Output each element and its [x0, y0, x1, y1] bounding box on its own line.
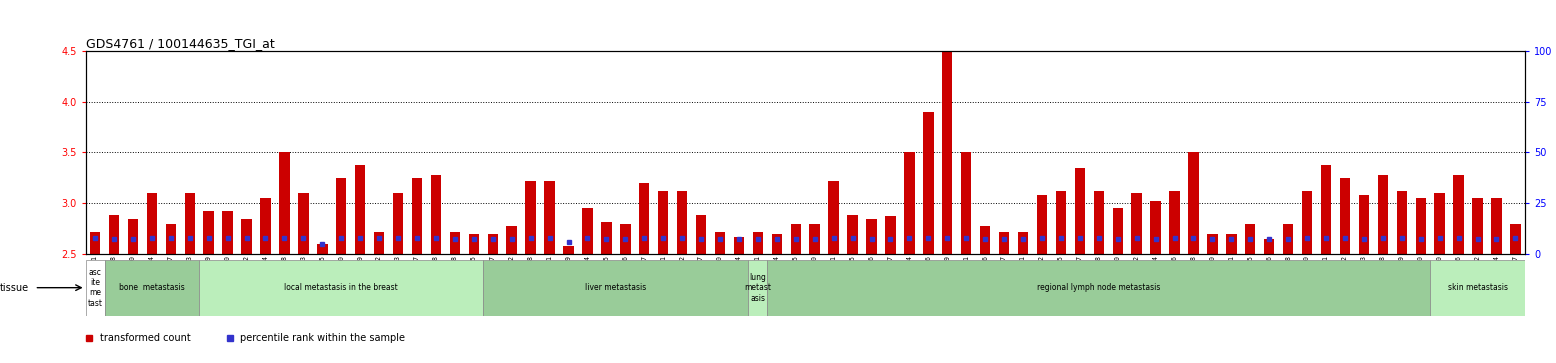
Bar [86, 260, 104, 316]
Bar [431, 175, 442, 254]
Bar [1435, 193, 1446, 254]
Text: percentile rank within the sample: percentile rank within the sample [240, 333, 405, 343]
Bar [299, 193, 308, 254]
Bar [128, 219, 138, 254]
Bar [1150, 201, 1161, 254]
Text: regional lymph node metastasis: regional lymph node metastasis [1038, 283, 1161, 292]
Bar [923, 112, 934, 254]
Bar [526, 181, 535, 254]
Bar [1491, 198, 1502, 254]
Bar [487, 234, 498, 254]
Bar [601, 221, 612, 254]
Bar [714, 232, 725, 254]
Bar [260, 198, 271, 254]
Bar [658, 191, 669, 254]
Bar [980, 226, 990, 254]
Bar [582, 208, 593, 254]
Bar [1430, 260, 1525, 316]
Bar [185, 193, 194, 254]
Bar [165, 224, 176, 254]
Bar [355, 165, 366, 254]
Bar [790, 224, 801, 254]
Bar [941, 51, 952, 254]
Text: local metastasis in the breast: local metastasis in the breast [285, 283, 398, 292]
Bar [962, 152, 971, 254]
Text: lung
metast
asis: lung metast asis [744, 273, 772, 303]
Bar [412, 178, 422, 254]
Bar [450, 232, 461, 254]
Bar [696, 216, 706, 254]
Bar [1416, 198, 1425, 254]
Bar [640, 183, 649, 254]
Bar [468, 234, 479, 254]
Bar [1377, 175, 1388, 254]
Bar [885, 216, 896, 254]
Bar [1263, 239, 1274, 254]
Bar [1094, 191, 1103, 254]
Bar [241, 219, 252, 254]
Bar [1189, 152, 1198, 254]
Bar [1075, 168, 1085, 254]
Bar [772, 234, 783, 254]
Bar [223, 211, 233, 254]
Bar [90, 232, 100, 254]
Bar [999, 232, 1010, 254]
Bar [1302, 191, 1312, 254]
Text: asc
ite
me
tast: asc ite me tast [87, 268, 103, 308]
Bar [1207, 234, 1218, 254]
Bar [1018, 232, 1029, 254]
Bar [867, 219, 876, 254]
Text: skin metastasis: skin metastasis [1447, 283, 1508, 292]
Bar [1036, 195, 1047, 254]
Bar [392, 193, 403, 254]
Text: liver metastasis: liver metastasis [585, 283, 646, 292]
Bar [545, 181, 555, 254]
Text: tissue: tissue [0, 283, 28, 293]
Bar [1511, 224, 1520, 254]
Text: GDS4761 / 100144635_TGI_at: GDS4761 / 100144635_TGI_at [86, 37, 274, 50]
Bar [1113, 208, 1123, 254]
Bar [507, 226, 517, 254]
Bar [204, 211, 213, 254]
Bar [146, 193, 157, 254]
Bar [317, 244, 327, 254]
Bar [753, 232, 762, 254]
Bar [279, 152, 289, 254]
Text: bone  metastasis: bone metastasis [118, 283, 185, 292]
Bar [828, 181, 839, 254]
Bar [904, 152, 915, 254]
Bar [336, 178, 347, 254]
Bar [109, 216, 120, 254]
Bar [199, 260, 484, 316]
Bar [734, 237, 744, 254]
Bar [1055, 191, 1066, 254]
Bar [1245, 224, 1256, 254]
Bar [1321, 165, 1332, 254]
Bar [484, 260, 748, 316]
Bar [1284, 224, 1293, 254]
Bar [104, 260, 199, 316]
Bar [1453, 175, 1464, 254]
Bar [809, 224, 820, 254]
Bar [1340, 178, 1351, 254]
Bar [373, 232, 384, 254]
Bar [621, 224, 630, 254]
Bar [1226, 234, 1237, 254]
Text: transformed count: transformed count [100, 333, 190, 343]
Bar [677, 191, 688, 254]
Bar [767, 260, 1430, 316]
Bar [1472, 198, 1483, 254]
Bar [1358, 195, 1369, 254]
Bar [1169, 191, 1179, 254]
Bar [563, 246, 574, 254]
Bar [1397, 191, 1407, 254]
Bar [748, 260, 767, 316]
Bar [1131, 193, 1142, 254]
Bar [848, 216, 857, 254]
